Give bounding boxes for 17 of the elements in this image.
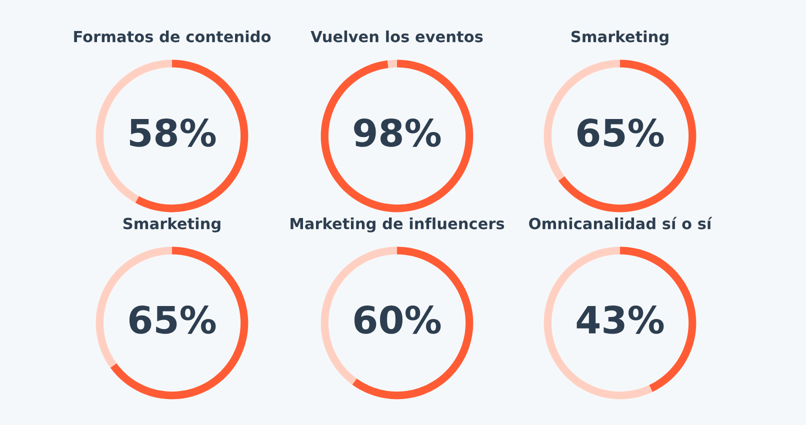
chart-title: Smarketing bbox=[571, 30, 668, 46]
chart-title: Smarketing bbox=[123, 218, 220, 232]
donut-slice bbox=[352, 246, 474, 400]
data-label: 58% bbox=[130, 118, 216, 147]
chart-title: Marketing de influencers bbox=[290, 218, 504, 232]
data-label: 65% bbox=[577, 118, 664, 147]
data-label: 98% bbox=[354, 118, 441, 147]
donut-slice bbox=[320, 60, 474, 212]
donut-slice bbox=[387, 60, 397, 68]
chart-title: Omnicanalidad sí o sí bbox=[529, 216, 712, 230]
chart-title: Vuelven los eventos bbox=[310, 30, 483, 42]
donut-slice bbox=[558, 60, 696, 212]
data-label: 60% bbox=[354, 306, 441, 334]
donut-slice bbox=[110, 246, 248, 400]
data-label: 65% bbox=[129, 306, 216, 334]
data-label: 43% bbox=[576, 306, 664, 334]
chart-title: Formatos de contenido bbox=[74, 30, 271, 42]
